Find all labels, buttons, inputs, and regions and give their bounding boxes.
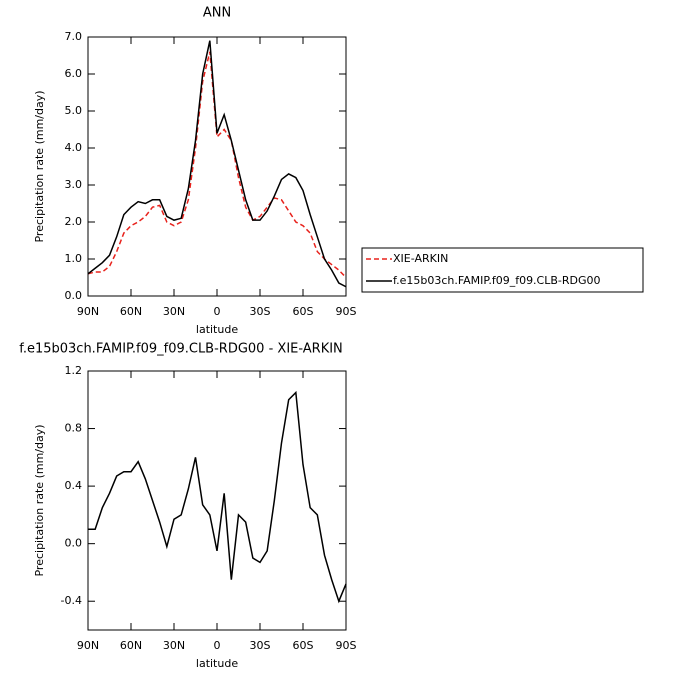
- legend-box: [361, 247, 644, 293]
- x-tick-label: 60S: [293, 305, 314, 318]
- y-tick-label: 7.0: [65, 30, 83, 43]
- x-tick-label: 60N: [120, 639, 142, 652]
- x-tick-label: 30S: [250, 639, 271, 652]
- plot-frame: [87, 370, 347, 631]
- y-tick-label: 0.0: [65, 289, 83, 302]
- x-tick-label: 90N: [77, 305, 99, 318]
- plot-frame: [87, 36, 347, 297]
- y-tick-label: -0.4: [61, 594, 82, 607]
- x-tick-label: 90S: [336, 639, 357, 652]
- x-tick-label: 0: [214, 305, 221, 318]
- x-tick-label: 60N: [120, 305, 142, 318]
- x-axis-label: latitude: [196, 657, 238, 670]
- x-tick-label: 90S: [336, 305, 357, 318]
- y-tick-label: 0.0: [65, 537, 83, 550]
- x-tick-label: 30S: [250, 305, 271, 318]
- x-tick-label: 30N: [163, 639, 185, 652]
- legend-label: f.e15b03ch.FAMIP.f09_f09.CLB-RDG00: [393, 274, 601, 287]
- x-tick-label: 90N: [77, 639, 99, 652]
- chart-title: f.e15b03ch.FAMIP.f09_f09.CLB-RDG00 - XIE…: [19, 342, 343, 357]
- y-tick-label: 5.0: [65, 104, 83, 117]
- x-tick-label: 0: [214, 639, 221, 652]
- data-line: [88, 390, 347, 604]
- y-axis-label: Precipitation rate (mm/day): [33, 90, 46, 242]
- y-tick-label: 0.8: [65, 422, 83, 435]
- data-line: [87, 51, 347, 279]
- y-tick-label: 4.0: [65, 141, 83, 154]
- y-axis-label: Precipitation rate (mm/day): [33, 424, 46, 576]
- y-tick-label: 0.4: [65, 479, 83, 492]
- y-tick-label: 6.0: [65, 67, 83, 80]
- y-tick-label: 2.0: [65, 215, 83, 228]
- y-tick-label: 1.0: [65, 252, 83, 265]
- y-tick-label: 3.0: [65, 178, 83, 191]
- legend-label: XIE-ARKIN: [393, 252, 448, 265]
- x-tick-label: 60S: [293, 639, 314, 652]
- y-tick-label: 1.2: [65, 364, 83, 377]
- x-tick-label: 30N: [163, 305, 185, 318]
- chart-title: ANN: [203, 6, 231, 21]
- data-line: [87, 40, 347, 288]
- x-axis-label: latitude: [196, 323, 238, 336]
